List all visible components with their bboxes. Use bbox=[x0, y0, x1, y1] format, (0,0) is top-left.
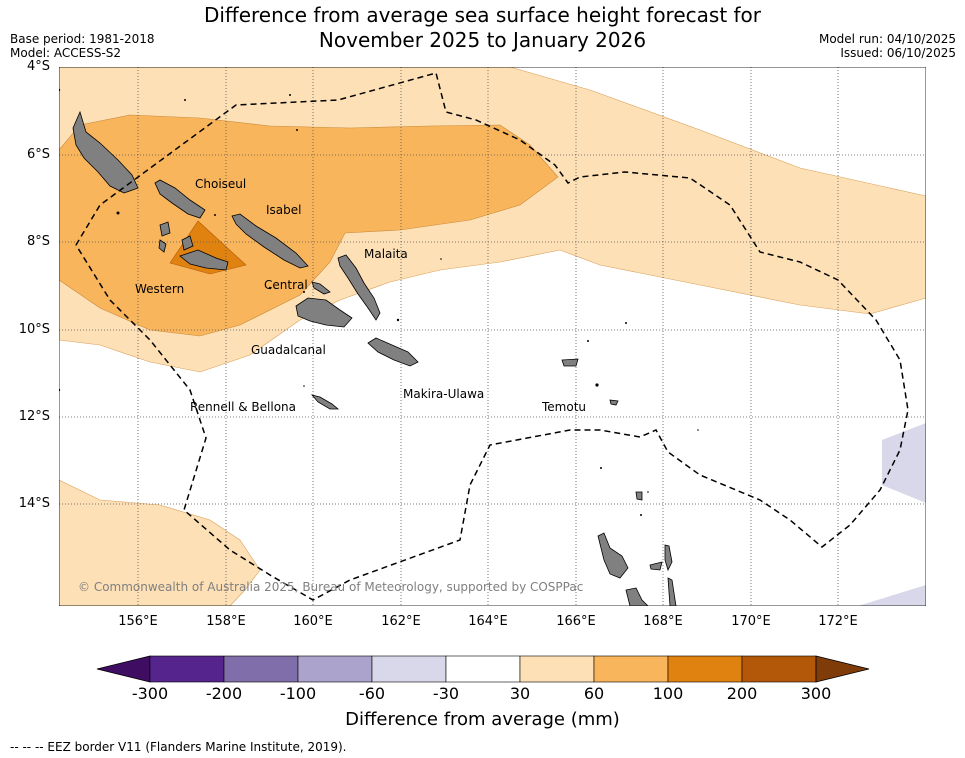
lon-label-158e: 158°E bbox=[206, 614, 246, 629]
label-guadalcanal: Guadalcanal bbox=[251, 343, 326, 357]
map-title: Difference from average sea surface heig… bbox=[0, 3, 965, 53]
cb-label-0: -300 bbox=[131, 684, 169, 703]
label-rennell: Rennell & Bellona bbox=[190, 400, 297, 414]
lon-label-156e: 156°E bbox=[118, 614, 158, 629]
island-maewo bbox=[664, 544, 673, 572]
lat-label-6s: 6°S bbox=[26, 147, 50, 162]
cb-label-9: 300 bbox=[800, 684, 832, 703]
island-ambae bbox=[649, 561, 663, 571]
island-rennell bbox=[310, 394, 340, 410]
label-temotu: Temotu bbox=[542, 400, 587, 414]
lat-label-14s: 14°S bbox=[18, 496, 50, 511]
colorbar-segment bbox=[445, 655, 521, 683]
colorbar-extend-high bbox=[815, 655, 870, 683]
cb-label-3: -60 bbox=[358, 684, 386, 703]
island-isabel bbox=[231, 213, 309, 269]
lat-label-4s: 4°S bbox=[26, 59, 50, 74]
cb-label-1: -200 bbox=[205, 684, 243, 703]
eez-legend: -- -- -- EEZ border V11 (Flanders Marine… bbox=[10, 740, 347, 754]
cb-label-5: 30 bbox=[509, 684, 531, 703]
lon-label-170e: 170°E bbox=[731, 614, 771, 629]
island-vella bbox=[159, 221, 171, 237]
colorbar bbox=[96, 655, 870, 683]
island-guadalcanal bbox=[295, 297, 353, 328]
islands bbox=[72, 110, 677, 606]
island-newgeorgia bbox=[181, 235, 194, 251]
title-line-2: November 2025 to January 2026 bbox=[318, 28, 647, 52]
label-makira: Makira-Ulawa bbox=[403, 387, 485, 401]
colorbar-segment bbox=[593, 655, 669, 683]
meta-right: Model run: 04/10/2025 Issued: 06/10/2025 bbox=[819, 32, 956, 60]
eez-border bbox=[75, 72, 909, 601]
anomaly-neg-southeast bbox=[858, 585, 926, 606]
cb-label-7: 100 bbox=[652, 684, 684, 703]
island-vanikoro bbox=[609, 399, 619, 406]
small-islets bbox=[59, 88, 699, 516]
map-canvas bbox=[59, 67, 926, 606]
cb-label-4: -30 bbox=[432, 684, 460, 703]
island-santacruz bbox=[561, 358, 579, 367]
island-newgeorgia-2 bbox=[179, 249, 229, 271]
meta-left: Base period: 1981-2018 Model: ACCESS-S2 bbox=[10, 32, 155, 60]
model-name: Model: ACCESS-S2 bbox=[10, 46, 122, 60]
colorbar-segment bbox=[741, 655, 817, 683]
island-bougainville bbox=[72, 110, 139, 194]
lat-label-10s: 10°S bbox=[18, 322, 50, 337]
title-line-1: Difference from average sea surface heig… bbox=[203, 3, 762, 27]
copyright-notice: © Commonwealth of Australia 2025, Bureau… bbox=[78, 580, 584, 594]
colorbar-segment bbox=[297, 655, 373, 683]
colorbar-segment bbox=[149, 655, 225, 683]
anomaly-30-60-south bbox=[59, 479, 261, 606]
label-western: Western bbox=[135, 282, 185, 296]
island-rendova bbox=[158, 239, 167, 253]
anomaly-neg-east bbox=[882, 423, 926, 503]
issued-date: Issued: 06/10/2025 bbox=[840, 46, 956, 60]
colorbar-title: Difference from average (mm) bbox=[345, 709, 620, 730]
island-florida bbox=[311, 281, 331, 295]
lon-label-160e: 160°E bbox=[293, 614, 333, 629]
base-period: Base period: 1981-2018 bbox=[10, 32, 155, 46]
island-malekula bbox=[625, 587, 649, 606]
anomaly-60-100 bbox=[59, 114, 559, 337]
island-banks bbox=[635, 491, 643, 501]
label-choiseul: Choiseul bbox=[195, 177, 247, 191]
cb-label-2: -100 bbox=[279, 684, 317, 703]
island-espiritu bbox=[597, 532, 629, 579]
lon-label-168e: 168°E bbox=[643, 614, 683, 629]
lon-label-162e: 162°E bbox=[381, 614, 421, 629]
lat-grid bbox=[59, 67, 926, 505]
lon-label-164e: 164°E bbox=[468, 614, 508, 629]
label-central: Central bbox=[264, 278, 308, 292]
lat-label-8s: 8°S bbox=[26, 234, 50, 249]
colorbar-segment bbox=[519, 655, 595, 683]
lat-label-12s: 12°S bbox=[18, 409, 50, 424]
colorbar-segment bbox=[371, 655, 447, 683]
island-pentecost bbox=[667, 577, 677, 606]
colorbar-segment bbox=[667, 655, 743, 683]
label-malaita: Malaita bbox=[364, 247, 408, 261]
colorbar-segment bbox=[223, 655, 299, 683]
cb-label-8: 200 bbox=[726, 684, 758, 703]
lon-label-172e: 172°E bbox=[818, 614, 858, 629]
label-isabel: Isabel bbox=[266, 203, 302, 217]
island-choiseul bbox=[154, 179, 206, 219]
island-makira bbox=[367, 337, 419, 367]
lon-label-166e: 166°E bbox=[556, 614, 596, 629]
cb-label-6: 60 bbox=[583, 684, 605, 703]
island-malaita bbox=[337, 254, 381, 321]
model-run: Model run: 04/10/2025 bbox=[818, 32, 956, 46]
colorbar-extend-low bbox=[96, 655, 151, 683]
